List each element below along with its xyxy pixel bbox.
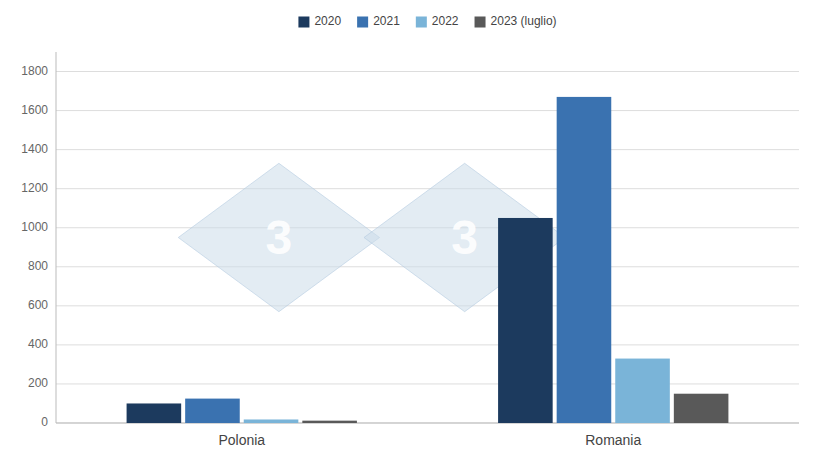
legend-item: 2020 [298,14,341,28]
watermark-text: 3 [451,211,478,264]
y-tick-label: 1600 [21,103,48,117]
y-tick-label: 600 [28,298,48,312]
legend-item: 2023 (luglio) [475,14,557,28]
x-tick-label: Polonia [218,432,265,448]
y-tick-label: 800 [28,259,48,273]
grid [56,72,799,423]
y-tick-label: 1400 [21,142,48,156]
legend-swatch [357,17,368,28]
legend: 2020 2021 2022 2023 (luglio) [298,14,556,28]
bar [244,419,299,423]
y-tick-label: 200 [28,376,48,390]
y-tick-label: 1800 [21,64,48,78]
y-tick-label: 0 [41,415,48,429]
x-tick-label: Romania [585,432,641,448]
grid-line [56,188,799,189]
legend-item: 2021 [357,14,400,28]
y-axis-line [56,52,57,423]
grid-line [56,71,799,72]
bar [674,394,729,423]
bars [127,97,729,423]
watermark-text: 3 [266,211,293,264]
legend-item: 2022 [416,14,459,28]
legend-label: 2020 [314,14,341,28]
legend-label: 2022 [432,14,459,28]
chart: 0 200 400 600 800 1000 1200 1400 1600 1800 3 3 Polon… [0,0,819,461]
y-tick-label: 1200 [21,181,48,195]
bar [615,359,670,423]
y-tick-label: 1000 [21,220,48,234]
grid-line [56,383,799,384]
grid-line [56,110,799,111]
legend-label: 2021 [373,14,400,28]
bar [557,97,612,423]
grid-line [56,344,799,345]
x-axis: Polonia Romania [218,432,641,448]
watermark-shape [178,163,379,311]
legend-swatch [475,17,486,28]
legend-swatch [298,17,309,28]
bar [127,403,182,423]
grid-line [56,305,799,306]
legend-label: 2023 (luglio) [491,14,557,28]
y-axis: 0 200 400 600 800 1000 1200 1400 1600 1800 [21,52,799,429]
legend-swatch [416,17,427,28]
y-tick-label: 400 [28,337,48,351]
bar [302,421,357,423]
chart-container: 0 200 400 600 800 1000 1200 1400 1600 1800 3 3 Polon… [0,0,819,461]
bar [185,399,240,423]
grid-line [56,149,799,150]
bar [498,218,553,423]
